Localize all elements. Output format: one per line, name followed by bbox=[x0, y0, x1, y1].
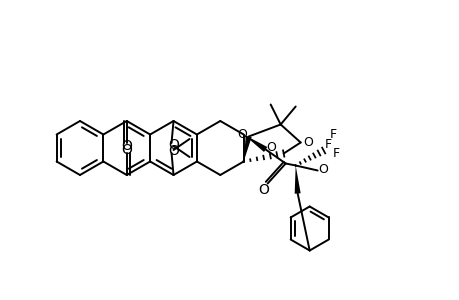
Polygon shape bbox=[243, 136, 251, 161]
Text: O: O bbox=[121, 139, 132, 153]
Text: F: F bbox=[332, 147, 340, 160]
Text: F: F bbox=[330, 128, 336, 141]
Text: O: O bbox=[237, 128, 247, 141]
Text: O: O bbox=[121, 143, 132, 157]
Text: O: O bbox=[266, 141, 276, 154]
Text: O: O bbox=[168, 144, 179, 158]
Text: O: O bbox=[318, 163, 328, 176]
Text: O: O bbox=[303, 136, 313, 149]
Text: F: F bbox=[325, 138, 331, 151]
Text: O: O bbox=[257, 184, 269, 197]
Polygon shape bbox=[294, 166, 300, 194]
Polygon shape bbox=[243, 134, 267, 152]
Text: O: O bbox=[168, 138, 179, 152]
